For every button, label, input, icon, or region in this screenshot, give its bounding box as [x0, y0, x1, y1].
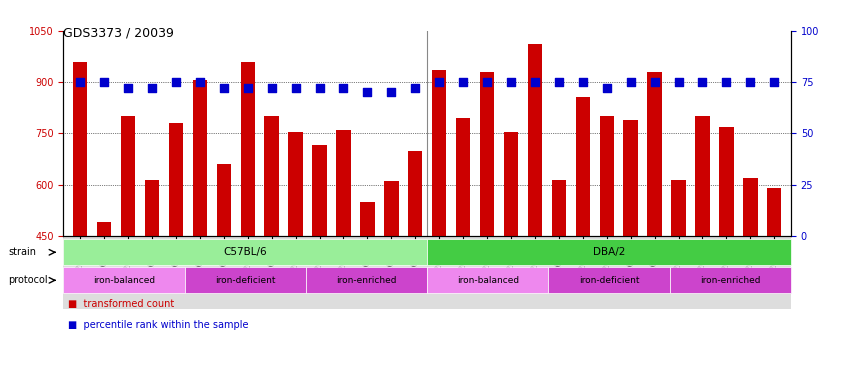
Text: C57BL/6: C57BL/6	[223, 247, 267, 257]
Bar	[97, 222, 112, 236]
Point	[97, 79, 111, 85]
Text: iron-deficient: iron-deficient	[579, 276, 640, 285]
Bar	[456, 118, 470, 236]
Bar	[168, 123, 183, 236]
Point	[313, 85, 327, 91]
Bar	[121, 116, 135, 236]
Text: iron-deficient: iron-deficient	[215, 276, 276, 285]
Point	[217, 85, 231, 91]
Bar	[265, 116, 279, 236]
Point	[409, 85, 422, 91]
Point	[648, 79, 662, 85]
Point	[146, 85, 159, 91]
Bar	[528, 45, 542, 236]
Point	[695, 79, 709, 85]
Bar	[384, 181, 398, 236]
Bar	[408, 151, 422, 236]
Bar	[360, 202, 375, 236]
Text: iron-enriched: iron-enriched	[700, 276, 761, 285]
Bar	[312, 146, 327, 236]
Point	[600, 85, 613, 91]
Point	[74, 79, 87, 85]
Point	[288, 85, 302, 91]
Bar	[719, 127, 733, 236]
Point	[552, 79, 566, 85]
Bar	[767, 188, 782, 236]
Text: ■  percentile rank within the sample: ■ percentile rank within the sample	[68, 320, 248, 330]
Point	[456, 79, 470, 85]
Text: protocol: protocol	[8, 275, 48, 285]
Point	[720, 79, 733, 85]
Point	[481, 79, 494, 85]
Bar	[695, 116, 710, 236]
Point	[193, 79, 206, 85]
Point	[241, 85, 255, 91]
Point	[672, 79, 685, 85]
Bar	[288, 132, 303, 236]
Bar	[575, 98, 590, 236]
Point	[528, 79, 541, 85]
Bar	[432, 70, 447, 236]
Bar	[480, 72, 494, 236]
Bar	[672, 180, 686, 236]
Point	[744, 79, 757, 85]
Text: iron-enriched: iron-enriched	[337, 276, 397, 285]
Bar	[336, 130, 350, 236]
Point	[504, 79, 518, 85]
Bar	[504, 132, 518, 236]
Bar	[600, 116, 614, 236]
Text: GDS3373 / 20039: GDS3373 / 20039	[63, 27, 174, 40]
Bar	[552, 180, 566, 236]
Point	[624, 79, 637, 85]
Point	[385, 89, 398, 95]
Bar	[145, 180, 159, 236]
Bar	[743, 178, 757, 236]
Bar	[217, 164, 231, 236]
Point	[121, 85, 135, 91]
Bar	[624, 120, 638, 236]
Bar	[647, 72, 662, 236]
Point	[360, 89, 374, 95]
Point	[337, 85, 350, 91]
Point	[576, 79, 590, 85]
Text: ■  transformed count: ■ transformed count	[68, 299, 174, 309]
Bar	[193, 80, 207, 236]
Text: iron-balanced: iron-balanced	[93, 276, 155, 285]
Point	[265, 85, 278, 91]
Point	[767, 79, 781, 85]
Bar	[73, 61, 87, 236]
Bar	[240, 61, 255, 236]
Point	[169, 79, 183, 85]
Text: iron-balanced: iron-balanced	[457, 276, 519, 285]
Text: strain: strain	[8, 247, 36, 257]
Text: DBA/2: DBA/2	[593, 247, 625, 257]
Point	[432, 79, 446, 85]
